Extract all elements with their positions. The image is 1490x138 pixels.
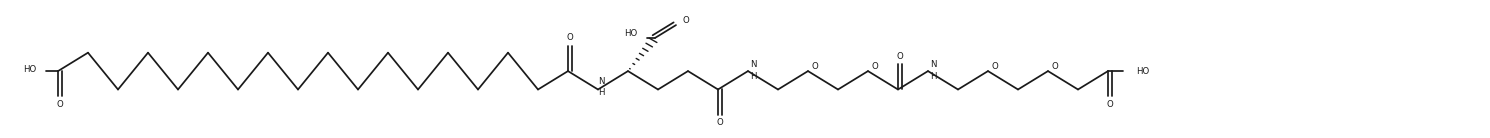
Text: O: O (566, 33, 574, 42)
Text: O: O (1052, 62, 1059, 71)
Text: HO: HO (1135, 67, 1149, 76)
Text: O: O (872, 62, 879, 71)
Text: HO: HO (624, 29, 638, 38)
Text: H: H (930, 72, 937, 81)
Text: N: N (597, 77, 605, 86)
Text: O: O (57, 100, 64, 109)
Text: H: H (749, 72, 757, 81)
Text: O: O (992, 62, 998, 71)
Text: O: O (897, 51, 903, 61)
Text: O: O (717, 118, 723, 128)
Text: N: N (749, 60, 757, 69)
Text: O: O (812, 62, 818, 71)
Text: H: H (597, 88, 605, 97)
Text: N: N (930, 60, 937, 69)
Text: HO: HO (22, 65, 36, 74)
Text: O: O (682, 16, 690, 25)
Text: O: O (1107, 100, 1113, 109)
